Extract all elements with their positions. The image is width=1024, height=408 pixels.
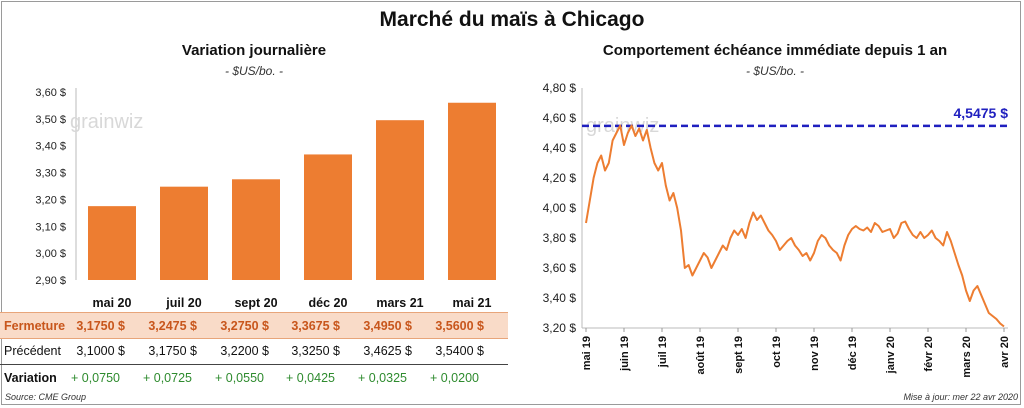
bar-chart: grainwiz 2,90 $ 3,00 $ 3,10 $ 3,20 $ 3,30 $ 3… [35,87,496,310]
bar-x-tick-label: mai 20 [93,296,132,310]
line-x-tick-label: oct 19 [771,336,783,368]
close-cell: 3,2750 $ [220,319,269,333]
previous-cell: 3,3250 $ [291,344,340,358]
price-line [585,124,1005,328]
bar-x-tick-label: déc 20 [309,296,348,310]
bar [304,154,352,280]
bar [160,186,208,280]
bar-x-tick-label: sept 20 [234,296,277,310]
close-cell: 3,5600 $ [435,319,484,333]
line-y-tick-label: 4,80 $ [543,81,577,95]
bar-y-tick-label: 3,10 $ [35,221,66,233]
bar [232,179,280,280]
bar-y-tick-label: 3,50 $ [35,114,66,126]
bar [448,102,496,280]
previous-cell: 3,1750 $ [148,344,197,358]
variation-cell: + 0,0425 [285,371,335,385]
left-chart-title: Variation journalière [181,42,327,59]
bar-y-tick-label: 2,90 $ [35,275,66,287]
left-watermark: grainwiz [70,111,143,133]
line-x-tick-label: août 19 [695,336,707,375]
bar-y-tick-label: 3,30 $ [35,168,66,180]
right-chart-title: Comportement échéance immédiate depuis 1… [602,42,948,59]
bar-y-tick-label: 3,40 $ [35,141,66,153]
close-cell: 3,4950 $ [363,319,412,333]
line-x-tick-label: nov 19 [809,336,821,371]
bar [88,206,136,280]
table-row-previous: Précédent 3,1000 $ 3,1750 $ 3,2200 $ 3,3… [0,338,508,363]
main-title: Marché du maïs à Chicago [379,8,645,31]
variation-label: Variation [4,371,57,385]
bar-y-tick-label: 3,20 $ [35,194,66,206]
bar-y-tick-label: 3,00 $ [35,248,66,260]
line-x-tick-label: juil 19 [657,336,669,368]
line-y-tick-label: 3,40 $ [543,291,577,305]
table-row-close: Fermeture 3,1750 $ 3,2475 $ 3,2750 $ 3,3… [0,312,508,339]
line-x-tick-label: mai 19 [581,336,593,370]
line-x-tick-label: janv 20 [885,336,897,374]
variation-cell: + 0,0325 [357,371,407,385]
previous-cell: 3,5400 $ [435,344,484,358]
line-x-tick-label: févr 20 [923,336,935,371]
line-y-tick-label: 4,60 $ [543,111,577,125]
close-cell: 3,1750 $ [76,319,125,333]
right-chart-unit: - $US/bo. - [745,64,805,78]
close-label: Fermeture [4,319,66,333]
source-note: Source: CME Group [5,392,87,402]
bar [376,120,424,280]
bar-y-tick-label: 3,60 $ [35,87,66,99]
line-y-tick-label: 3,20 $ [543,321,577,335]
variation-cell: + 0,0550 [214,371,264,385]
line-y-tick-label: 4,40 $ [543,141,577,155]
previous-cell: 3,2200 $ [220,344,269,358]
line-y-tick-label: 3,60 $ [543,261,577,275]
line-y-tick-label: 4,20 $ [543,171,577,185]
previous-cell: 3,1000 $ [76,344,125,358]
bar-x-tick-label: mars 21 [376,296,423,310]
previous-label: Précédent [4,344,61,358]
close-cell: 3,3675 $ [291,319,340,333]
bar-x-tick-label: juil 20 [165,296,201,310]
line-x-tick-label: mars 20 [961,336,973,378]
line-x-tick-label: juin 19 [619,336,631,372]
close-cell: 3,2475 $ [148,319,197,333]
line-x-tick-label: déc 19 [847,336,859,370]
reference-line-label: 4,5475 $ [954,105,1009,121]
table-row-variation: Variation + 0,0750 + 0,0725 + 0,0550 + 0… [0,364,508,390]
line-y-tick-label: 3,80 $ [543,231,577,245]
line-x-tick-label: avr 20 [999,336,1011,368]
variation-cell: + 0,0200 [429,371,479,385]
update-note: Mise à jour: mer 22 avr 2020 [903,392,1018,402]
line-y-tick-label: 4,00 $ [543,201,577,215]
previous-cell: 3,4625 $ [363,344,412,358]
left-chart-unit: - $US/bo. - [224,64,284,78]
variation-cell: + 0,0725 [142,371,192,385]
line-x-tick-label: sept 19 [733,336,745,374]
line-chart: grainwiz 4,5475 $ 3,20 $3,40 $3,60 $3,80… [543,81,1011,378]
bar-x-tick-label: mai 21 [453,296,492,310]
variation-cell: + 0,0750 [70,371,120,385]
